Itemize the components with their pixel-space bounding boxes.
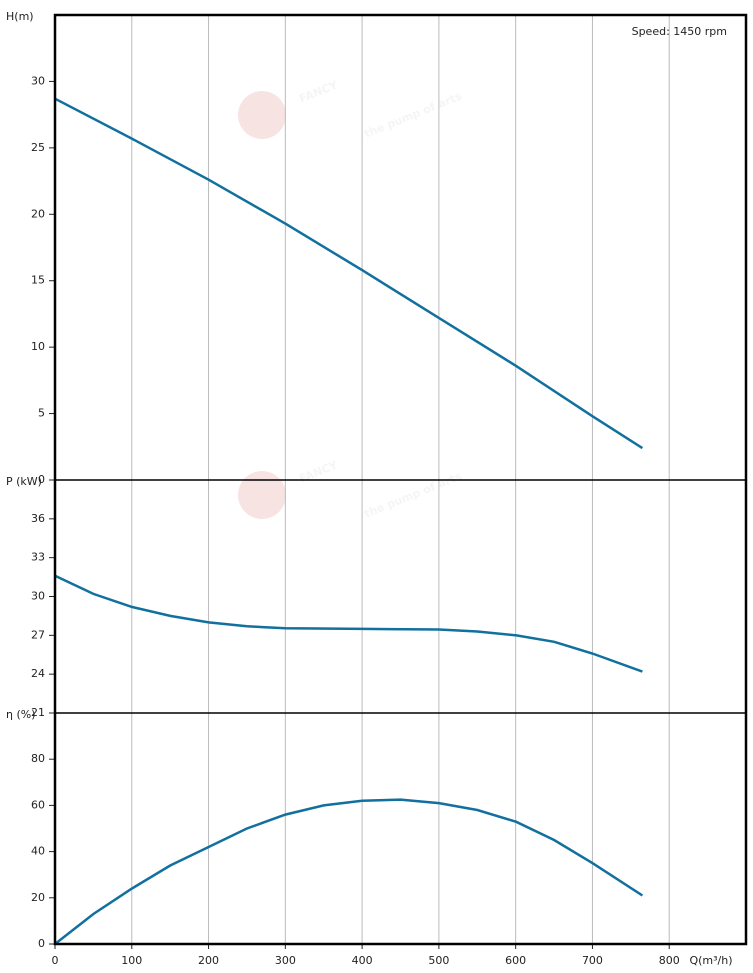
- y-tick-label: 0: [38, 473, 45, 486]
- annotation: Speed: 1450 rpm: [632, 25, 727, 38]
- x-tick-label: 200: [198, 954, 219, 967]
- watermark-slogan: the pump of arts: [362, 89, 464, 140]
- watermark-logo: [238, 91, 286, 139]
- y-axis-label: P (kW): [6, 475, 42, 488]
- curve: [54, 97, 644, 450]
- x-tick-label: 500: [428, 954, 449, 967]
- y-tick-label: 20: [31, 207, 45, 220]
- x-tick-label: 700: [582, 954, 603, 967]
- x-tick-label: 0: [52, 954, 59, 967]
- y-tick-label: 33: [31, 551, 45, 564]
- y-axis-label: η (%): [6, 708, 36, 721]
- watermark-logo: [238, 471, 286, 519]
- x-tick-label: 300: [275, 954, 296, 967]
- y-tick-label: 36: [31, 512, 45, 525]
- y-tick-label: 15: [31, 274, 45, 287]
- y-tick-label: 20: [31, 891, 45, 904]
- y-tick-label: 27: [31, 628, 45, 641]
- y-tick-label: 5: [38, 407, 45, 420]
- watermark: FANCY the pump of arts FANCY the pump of…: [238, 78, 464, 521]
- curve: [54, 574, 643, 673]
- x-tick-label: 600: [505, 954, 526, 967]
- y-tick-label: 10: [31, 340, 45, 353]
- y-tick-label: 80: [31, 752, 45, 765]
- x-tick-label: 100: [121, 954, 142, 967]
- y-tick-label: 21: [31, 706, 45, 719]
- y-tick-label: 40: [31, 845, 45, 858]
- y-tick-label: 24: [31, 667, 45, 680]
- x-tick-label: 800: [659, 954, 680, 967]
- x-tick-label: 400: [352, 954, 373, 967]
- y-tick-label: 25: [31, 141, 45, 154]
- watermark-brand: FANCY: [297, 458, 340, 485]
- curve: [54, 798, 644, 945]
- x-axis-label: Q(m³/h): [689, 954, 732, 967]
- y-tick-label: 0: [38, 937, 45, 950]
- watermark-brand: FANCY: [297, 78, 340, 105]
- y-axis-label: H(m): [6, 10, 34, 23]
- plot-frame: [53, 13, 748, 946]
- watermark-slogan: the pump of arts: [362, 469, 464, 520]
- y-tick-label: 30: [31, 74, 45, 87]
- y-tick-label: 30: [31, 590, 45, 603]
- y-tick-label: 60: [31, 798, 45, 811]
